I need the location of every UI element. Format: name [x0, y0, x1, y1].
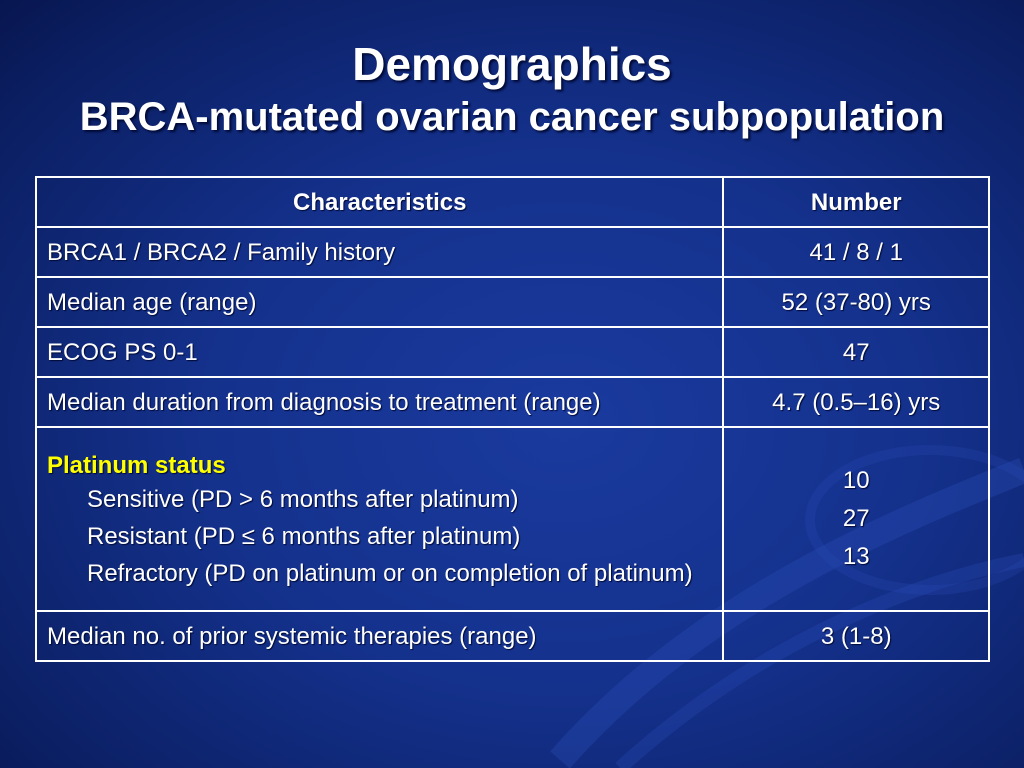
- row-label: ECOG PS 0-1: [34, 326, 725, 378]
- demographics-table: Characteristics Number BRCA1 / BRCA2 / F…: [34, 176, 990, 662]
- platinum-refractory-label: Refractory (PD on platinum or on complet…: [87, 559, 693, 587]
- row-value: 4.7 (0.5–16) yrs: [722, 376, 990, 428]
- slide-title: Demographics: [352, 38, 672, 90]
- platinum-resistant-label: Resistant (PD ≤ 6 months after platinum): [87, 522, 521, 550]
- table-header-row: Characteristics Number: [34, 176, 990, 228]
- platinum-values-cell: 10 27 13: [722, 426, 990, 612]
- table-row: BRCA1 / BRCA2 / Family history 41 / 8 / …: [34, 226, 990, 278]
- row-label: Median no. of prior systemic therapies (…: [34, 610, 725, 662]
- row-label: Median age (range): [34, 276, 725, 328]
- row-label: Median duration from diagnosis to treatm…: [34, 376, 725, 428]
- platinum-refractory-value: 13: [842, 543, 870, 570]
- table-row: Median no. of prior systemic therapies (…: [34, 610, 990, 662]
- title-block: Demographics BRCA-mutated ovarian cancer…: [0, 36, 1024, 142]
- platinum-resistant-value: 27: [842, 505, 870, 532]
- row-value: 47: [722, 326, 990, 378]
- row-value: 3 (1-8): [722, 610, 990, 662]
- table-row: Median age (range) 52 (37-80) yrs: [34, 276, 990, 328]
- platinum-sensitive-value: 10: [842, 467, 870, 494]
- row-value: 52 (37-80) yrs: [722, 276, 990, 328]
- row-label: BRCA1 / BRCA2 / Family history: [34, 226, 725, 278]
- platinum-status-cell: Platinum status Sensitive (PD > 6 months…: [34, 426, 725, 612]
- row-value: 41 / 8 / 1: [722, 226, 990, 278]
- slide-subtitle: BRCA-mutated ovarian cancer subpopulatio…: [79, 95, 945, 139]
- table-row: ECOG PS 0-1 47: [34, 326, 990, 378]
- header-characteristics: Characteristics: [34, 176, 725, 228]
- platinum-sensitive-label: Sensitive (PD > 6 months after platinum): [87, 485, 519, 513]
- platinum-status-row: Platinum status Sensitive (PD > 6 months…: [34, 426, 990, 612]
- platinum-status-heading: Platinum status: [47, 451, 226, 479]
- table-row: Median duration from diagnosis to treatm…: [34, 376, 990, 428]
- header-number: Number: [722, 176, 990, 228]
